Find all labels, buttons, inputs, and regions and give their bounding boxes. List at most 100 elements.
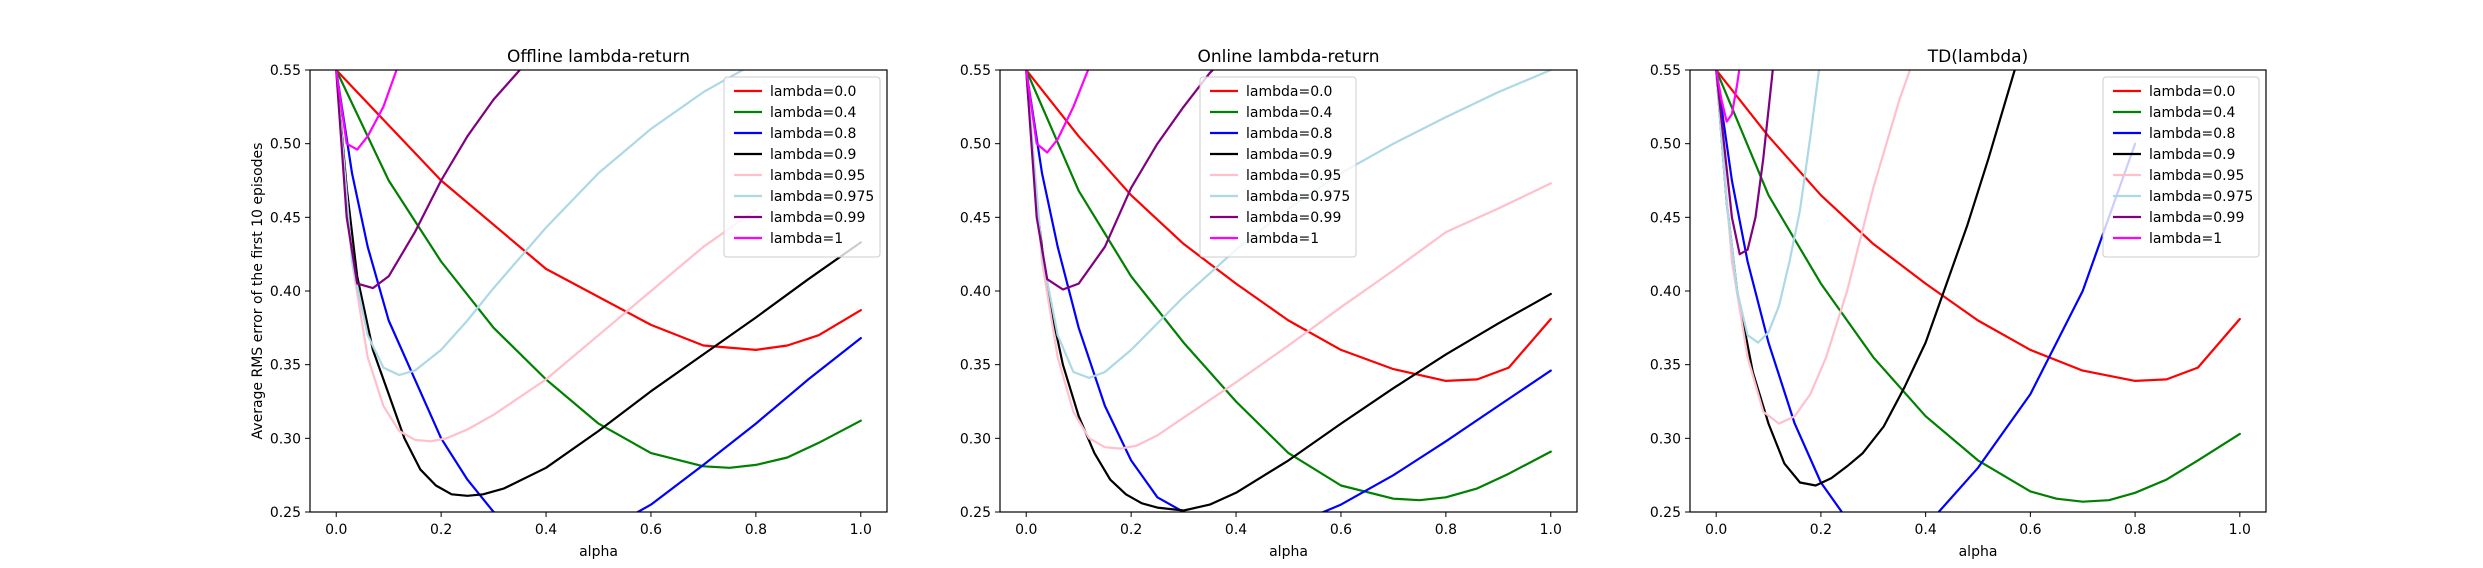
chart-panel-1: 0.0 0.2 0.4 0.6 0.8 1.0 0.25 0.30 0.35 0.40 0.45 0.… <box>250 47 888 560</box>
legend: lambda=0.0 lambda=0.4 lambda=0.8 lambda=0.9… <box>723 76 881 258</box>
chart-panel-3: 0.0 0.2 0.4 0.6 0.8 1.0 0.25 0.30 0.35 0.40 0.45 0.… <box>1650 47 2267 560</box>
series-line-lambda=0.9 <box>335 70 862 497</box>
x-tick-label: 0.0 <box>1015 522 1037 538</box>
series-lines <box>335 70 862 512</box>
legend-box <box>723 76 881 258</box>
y-tick-label: 0.50 <box>1650 137 1681 153</box>
chart-title: Offline lambda-return <box>507 47 690 67</box>
series-line-lambda=1 <box>1025 70 1090 154</box>
legend-label: lambda=0.8 <box>770 126 856 142</box>
y-tick-label: 0.45 <box>270 210 301 226</box>
y-tick-label: 0.35 <box>1650 358 1681 374</box>
x-tick-label: 0.8 <box>745 522 767 538</box>
series-line-lambda=0.9 <box>1715 70 2016 487</box>
series-line-lambda=0.975 <box>1715 70 1821 344</box>
chart-panel-2: 0.0 0.2 0.4 0.6 0.8 1.0 0.25 0.30 0.35 0.40 0.45 0.… <box>960 47 1578 560</box>
legend-label: lambda=1 <box>1246 231 1319 247</box>
series-line-lambda=0.4 <box>1025 70 1552 502</box>
series-line-lambda=0.9 <box>1025 70 1552 512</box>
legend-label: lambda=0.0 <box>770 84 856 100</box>
y-tick-label: 0.30 <box>1650 431 1681 447</box>
series-line-lambda=0.95 <box>1715 70 1912 425</box>
series-lines <box>1025 70 1552 512</box>
legend-label: lambda=1 <box>2149 231 2222 247</box>
series-lines <box>1715 70 2241 512</box>
y-tick-label: 0.50 <box>270 137 301 153</box>
y-tick-label: 0.35 <box>270 358 301 374</box>
y-tick-label: 0.40 <box>270 284 301 300</box>
y-tick-label: 0.35 <box>960 358 991 374</box>
legend-label: lambda=0.975 <box>1246 189 1350 205</box>
legend: lambda=0.0 lambda=0.4 lambda=0.8 lambda=0.9… <box>2102 76 2260 258</box>
series-line-lambda=0.99 <box>1715 70 1774 256</box>
series-line-lambda=0.4 <box>1715 70 2241 503</box>
legend-label: lambda=0.0 <box>1246 84 1332 100</box>
y-tick-label: 0.25 <box>270 505 301 521</box>
series-line-lambda=0.95 <box>335 70 758 443</box>
y-tick-label: 0.55 <box>270 63 301 79</box>
legend-label: lambda=0.95 <box>2149 168 2244 184</box>
legend-label: lambda=0.4 <box>770 105 857 121</box>
y-tick-label: 0.55 <box>1650 63 1681 79</box>
series-line-lambda=0.95 <box>1025 70 1552 450</box>
y-tick-label: 0.45 <box>1650 210 1681 226</box>
legend-label: lambda=0.8 <box>1246 126 1332 142</box>
x-tick-label: 1.0 <box>2229 522 2251 538</box>
legend-label: lambda=0.95 <box>770 168 865 184</box>
y-tick-label: 0.50 <box>960 137 991 153</box>
x-tick-label: 0.2 <box>1120 522 1142 538</box>
x-tick-label: 0.2 <box>1810 522 1832 538</box>
series-line-lambda=0.0 <box>1715 70 2241 382</box>
x-tick-label: 0.6 <box>640 522 662 538</box>
y-tick-label: 0.45 <box>960 210 991 226</box>
series-line-lambda=0.0 <box>1025 70 1552 382</box>
y-tick-label: 0.40 <box>960 284 991 300</box>
y-tick-label: 0.30 <box>960 431 991 447</box>
series-line-lambda=1 <box>335 70 398 151</box>
series-line-lambda=0.8 <box>335 70 862 512</box>
series-line-lambda=1 <box>1715 70 1741 123</box>
legend-label: lambda=0.95 <box>1246 168 1341 184</box>
x-tick-label: 0.8 <box>1435 522 1457 538</box>
legend-label: lambda=0.4 <box>1246 105 1333 121</box>
series-line-lambda=0.975 <box>1025 70 1552 379</box>
legend-label: lambda=0.99 <box>2149 210 2244 226</box>
series-line-lambda=0.0 <box>335 70 862 351</box>
legend-label: lambda=0.9 <box>1246 147 1332 163</box>
y-tick-label: 0.30 <box>270 431 301 447</box>
series-line-lambda=0.8 <box>1715 70 2137 512</box>
x-tick-label: 0.2 <box>430 522 452 538</box>
x-tick-label: 1.0 <box>850 522 872 538</box>
legend-label: lambda=0.975 <box>770 189 874 205</box>
legend-label: lambda=1 <box>770 231 843 247</box>
x-tick-label: 0.4 <box>1915 522 1937 538</box>
x-tick-label: 0.0 <box>1705 522 1727 538</box>
x-tick-label: 0.4 <box>1225 522 1247 538</box>
chart-title: Online lambda-return <box>1197 47 1379 67</box>
x-tick-label: 0.4 <box>535 522 557 538</box>
legend-label: lambda=0.4 <box>2149 105 2236 121</box>
x-axis-label: alpha <box>579 544 618 560</box>
legend-label: lambda=0.0 <box>2149 84 2235 100</box>
legend-label: lambda=0.975 <box>2149 189 2253 205</box>
x-axis-label: alpha <box>1959 544 1998 560</box>
legend-label: lambda=0.8 <box>2149 126 2235 142</box>
legend-label: lambda=0.99 <box>1246 210 1341 226</box>
chart-title: TD(lambda) <box>1927 47 2028 67</box>
x-tick-label: 0.8 <box>2124 522 2146 538</box>
y-tick-label: 0.25 <box>960 505 991 521</box>
series-line-lambda=0.99 <box>1025 70 1215 291</box>
legend-label: lambda=0.9 <box>770 147 856 163</box>
series-line-lambda=0.975 <box>335 70 745 377</box>
x-axis-label: alpha <box>1269 544 1308 560</box>
series-line-lambda=0.99 <box>335 70 522 290</box>
y-axis-label: Average RMS error of the first 10 episod… <box>250 143 266 440</box>
y-tick-label: 0.55 <box>960 63 991 79</box>
x-tick-label: 1.0 <box>1540 522 1562 538</box>
legend-box <box>1199 76 1357 258</box>
y-tick-label: 0.25 <box>1650 505 1681 521</box>
legend-box <box>2102 76 2260 258</box>
x-tick-label: 0.0 <box>325 522 347 538</box>
legend: lambda=0.0 lambda=0.4 lambda=0.8 lambda=0.9… <box>1199 76 1357 258</box>
